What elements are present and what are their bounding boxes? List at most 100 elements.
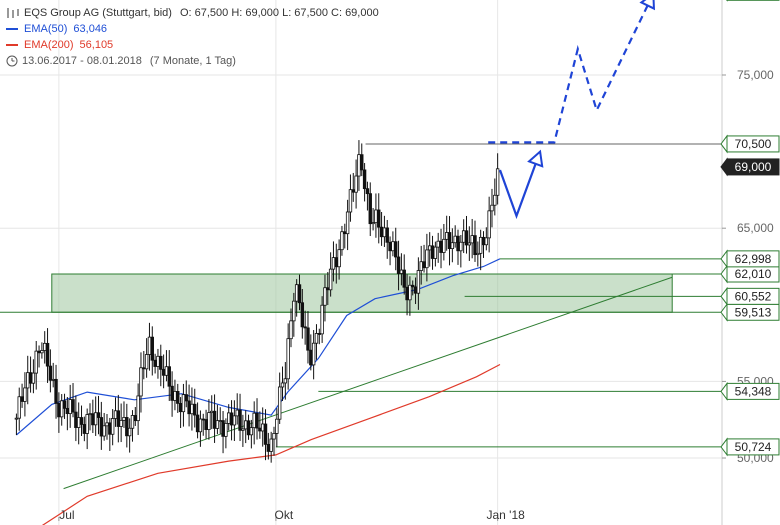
candle-body [297, 284, 302, 304]
candle-body [193, 403, 197, 416]
level-label: 60,552 [735, 289, 772, 303]
candle-body [198, 418, 203, 433]
candle-body [311, 342, 316, 366]
candle-body [82, 424, 87, 434]
candle-body [102, 425, 106, 437]
candle-body [210, 410, 214, 414]
candle-body [354, 175, 358, 193]
candle-body [365, 188, 370, 195]
date-range-detail: (7 Monate, 1 Tag) [149, 55, 236, 67]
candle-body [57, 402, 61, 418]
ema50-value: 63,046 [73, 23, 108, 35]
candle-body [272, 433, 276, 440]
candle-body [300, 302, 305, 328]
candle-body [493, 194, 497, 206]
candle-body [396, 256, 401, 274]
candle-body [275, 418, 279, 434]
level-label: 59,513 [735, 305, 772, 319]
candle-body [164, 366, 169, 376]
candle-body [377, 209, 381, 228]
candle-body [108, 422, 112, 435]
candle-body [116, 410, 121, 427]
candle-body [14, 417, 19, 420]
level-label-pointer [720, 286, 728, 306]
candle-body [76, 417, 81, 428]
candle-body [309, 349, 313, 366]
ema200-label: EMA(200) [24, 39, 74, 51]
candle-body [461, 230, 466, 243]
candle-body [328, 268, 333, 291]
candle-body [453, 235, 457, 244]
candle-body [235, 409, 239, 417]
candle-body [54, 378, 58, 404]
candle-body [255, 412, 259, 429]
level-label: 54,348 [735, 384, 772, 398]
candle-body [484, 237, 489, 246]
candle-body [215, 420, 220, 429]
candle-body [190, 403, 194, 415]
ema200-value: 56,105 [79, 39, 114, 51]
candle-body [91, 413, 95, 426]
candle-body [249, 427, 254, 436]
candle-body [26, 372, 30, 389]
candle-body [125, 417, 129, 437]
candle-body [133, 415, 138, 422]
candle-body [402, 269, 406, 288]
y-tick-label: 65,000 [737, 221, 774, 235]
candle-body [184, 394, 188, 402]
level-label-pointer [720, 302, 728, 322]
ema200-line [41, 363, 501, 525]
candle-body [428, 245, 432, 251]
candle-body [371, 222, 375, 225]
candle-body [464, 230, 469, 246]
chart-title: EQS Group AG (Stuttgart, bid) [24, 7, 172, 19]
candle-body [79, 417, 84, 425]
candle-body [283, 378, 288, 384]
level-label-pointer [720, 134, 728, 154]
candle-body [478, 236, 483, 254]
candle-body [317, 333, 322, 335]
candle-body [422, 261, 426, 269]
candle-body [48, 365, 53, 381]
candle-body [306, 327, 310, 351]
y-tick-label: 75,000 [737, 68, 774, 82]
candle-body [238, 409, 242, 431]
candle-body [320, 304, 324, 335]
candle-body [204, 419, 208, 430]
candle-body [379, 226, 384, 238]
candle-body [34, 350, 38, 374]
candle-body [430, 245, 435, 259]
candle-body [170, 385, 174, 401]
candle-body [122, 417, 126, 421]
candle-body [246, 420, 251, 436]
candle-body [260, 423, 265, 432]
candle-body [447, 232, 452, 250]
horizontal-levels [0, 143, 726, 448]
date-range: 13.06.2017 - 08.01.2018 [22, 55, 142, 67]
candle-body [473, 235, 477, 256]
candle-body [374, 209, 378, 224]
candle-body [444, 232, 449, 240]
candle-body [294, 284, 299, 302]
candle-body [119, 419, 123, 427]
candle-body [43, 342, 47, 351]
candle-body [476, 252, 480, 256]
level-label: 70,500 [735, 137, 772, 151]
clock-icon [6, 55, 18, 67]
candle-body [212, 410, 217, 429]
candle-body [218, 420, 222, 422]
candle-body [411, 284, 415, 288]
title-row: EQS Group AG (Stuttgart, bid) O: 67,500 … [6, 5, 379, 21]
x-tick-label: Jan '18 [486, 508, 525, 522]
candle-body [153, 359, 157, 367]
candle-body [31, 372, 36, 384]
forecast-arrows [527, 0, 656, 168]
candle-body [147, 336, 152, 355]
grid [0, 0, 723, 525]
candle-body [68, 399, 72, 415]
candle-body [85, 414, 89, 434]
candle-body [425, 249, 429, 269]
candle-body [65, 407, 70, 415]
candle-body [391, 241, 395, 252]
